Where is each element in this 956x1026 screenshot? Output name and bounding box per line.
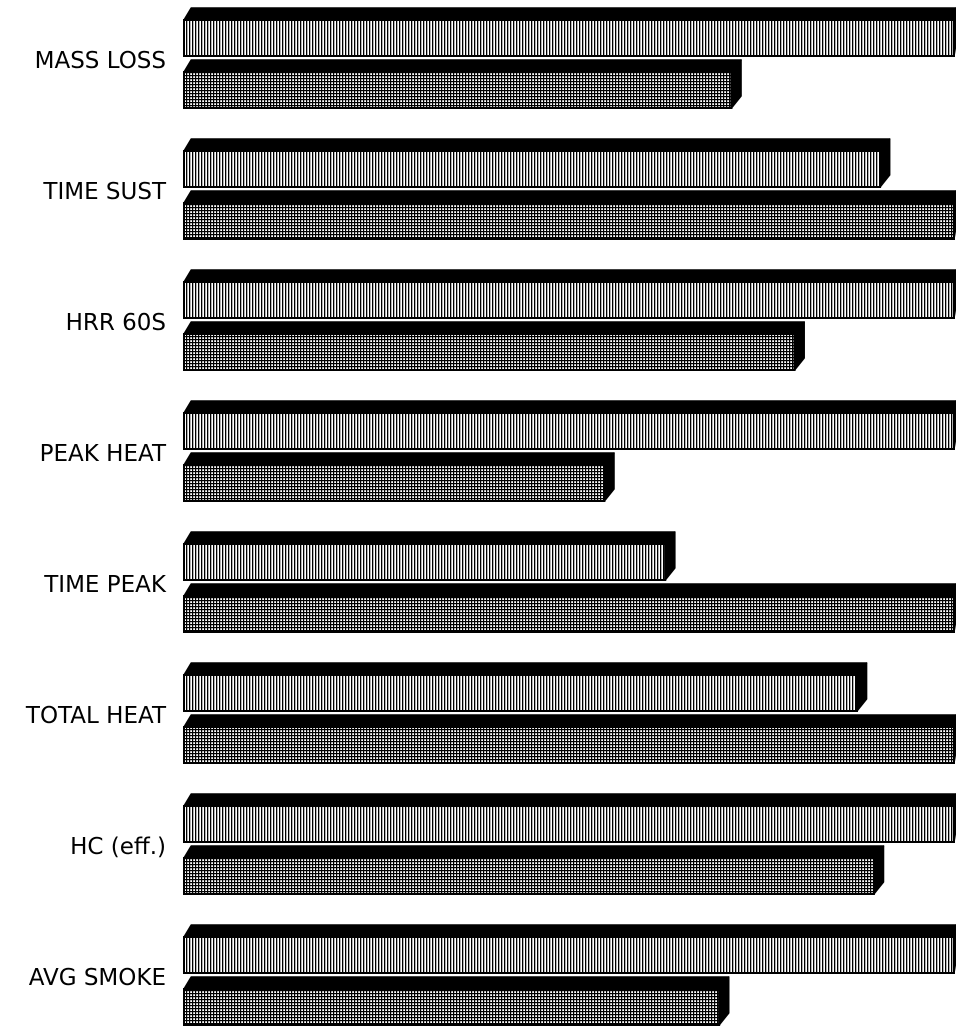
bar-top-face: [183, 400, 956, 414]
bar-hc-eff-series-1: [183, 793, 956, 843]
bar-time-peak-series-1: [183, 531, 676, 581]
bar-top-face: [183, 714, 956, 728]
bar-peak-heat-series-2: [183, 452, 615, 502]
category-label-peak-heat: PEAK HEAT: [40, 441, 167, 467]
bar-top-face: [183, 269, 956, 283]
bar-avg-smoke-series-2: [183, 976, 730, 1026]
bar-front-face: [183, 150, 882, 188]
bar-top-face: [183, 793, 956, 807]
bar-avg-smoke-series-1: [183, 924, 956, 974]
bar-time-sust-series-1: [183, 138, 891, 188]
bars-layer: [183, 7, 956, 1026]
category-labels: MASS LOSS TIME SUST HRR 60S PEAK HEAT TIME P…: [25, 48, 167, 991]
bar-hrr-60s-series-2: [183, 321, 805, 371]
bar-front-face: [183, 464, 606, 502]
bar-front-face: [183, 19, 955, 57]
bar-front-face: [183, 595, 955, 633]
bar-total-heat-series-2: [183, 714, 956, 764]
bar-time-peak-series-2: [183, 583, 956, 633]
category-label-mass-loss: MASS LOSS: [35, 48, 166, 74]
category-label-time-peak: TIME PEAK: [43, 572, 167, 598]
bar-top-face: [183, 845, 885, 859]
bar-mass-loss-series-1: [183, 7, 956, 57]
bar-top-face: [183, 583, 956, 597]
bar-front-face: [183, 202, 955, 240]
bar-top-face: [183, 662, 868, 676]
bar-top-face: [183, 924, 956, 938]
bar-front-face: [183, 726, 955, 764]
bar-hrr-60s-series-1: [183, 269, 956, 319]
bar-top-face: [183, 138, 891, 152]
bar-time-sust-series-2: [183, 190, 956, 240]
bar-top-face: [183, 321, 805, 335]
bar-front-face: [183, 71, 733, 109]
bar-total-heat-series-1: [183, 662, 868, 712]
bar-front-face: [183, 988, 721, 1026]
category-label-time-sust: TIME SUST: [42, 179, 167, 205]
bar-top-face: [183, 452, 615, 466]
bar-front-face: [183, 543, 667, 581]
bar-top-face: [183, 7, 956, 21]
bar-front-face: [183, 412, 955, 450]
bar-top-face: [183, 59, 742, 73]
category-label-total-heat: TOTAL HEAT: [25, 703, 167, 729]
bar-front-face: [183, 936, 955, 974]
bar-front-face: [183, 333, 796, 371]
bar-mass-loss-series-2: [183, 59, 742, 109]
bar-peak-heat-series-1: [183, 400, 956, 450]
category-label-hc-eff: HC (eff.): [70, 834, 166, 860]
bar-front-face: [183, 857, 875, 895]
bar-front-face: [183, 281, 955, 319]
category-label-hrr-60s: HRR 60S: [66, 310, 166, 336]
category-label-avg-smoke: AVG SMOKE: [29, 965, 166, 991]
bar-top-face: [183, 531, 676, 545]
bar-front-face: [183, 674, 858, 712]
bar-hc-eff-series-2: [183, 845, 885, 895]
bar-top-face: [183, 976, 730, 990]
bar-front-face: [183, 805, 955, 843]
bar-top-face: [183, 190, 956, 204]
